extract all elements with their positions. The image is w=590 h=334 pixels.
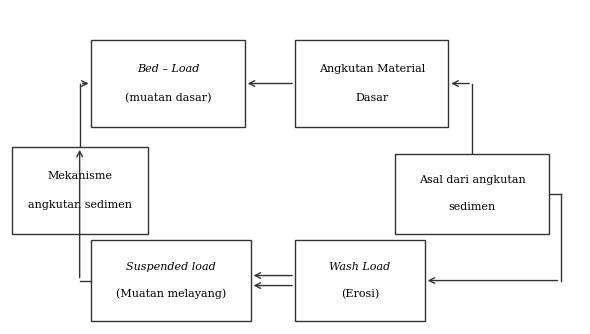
- Text: Mekanisme: Mekanisme: [47, 171, 112, 181]
- Text: angkutan sedimen: angkutan sedimen: [28, 200, 132, 210]
- Text: Angkutan Material: Angkutan Material: [319, 64, 425, 74]
- FancyBboxPatch shape: [295, 40, 448, 127]
- Text: (Muatan melayang): (Muatan melayang): [116, 289, 226, 299]
- FancyBboxPatch shape: [295, 240, 425, 321]
- FancyBboxPatch shape: [91, 240, 251, 321]
- Text: Bed – Load: Bed – Load: [137, 64, 199, 74]
- FancyBboxPatch shape: [91, 40, 245, 127]
- Text: Wash Load: Wash Load: [329, 262, 391, 272]
- Text: (muatan dasar): (muatan dasar): [125, 93, 211, 103]
- Text: sedimen: sedimen: [448, 202, 496, 212]
- FancyBboxPatch shape: [395, 154, 549, 234]
- Text: Suspended load: Suspended load: [126, 262, 216, 272]
- Text: Asal dari angkutan: Asal dari angkutan: [419, 175, 525, 185]
- Text: (Erosi): (Erosi): [341, 289, 379, 299]
- FancyBboxPatch shape: [12, 147, 148, 234]
- Text: Dasar: Dasar: [355, 93, 388, 103]
